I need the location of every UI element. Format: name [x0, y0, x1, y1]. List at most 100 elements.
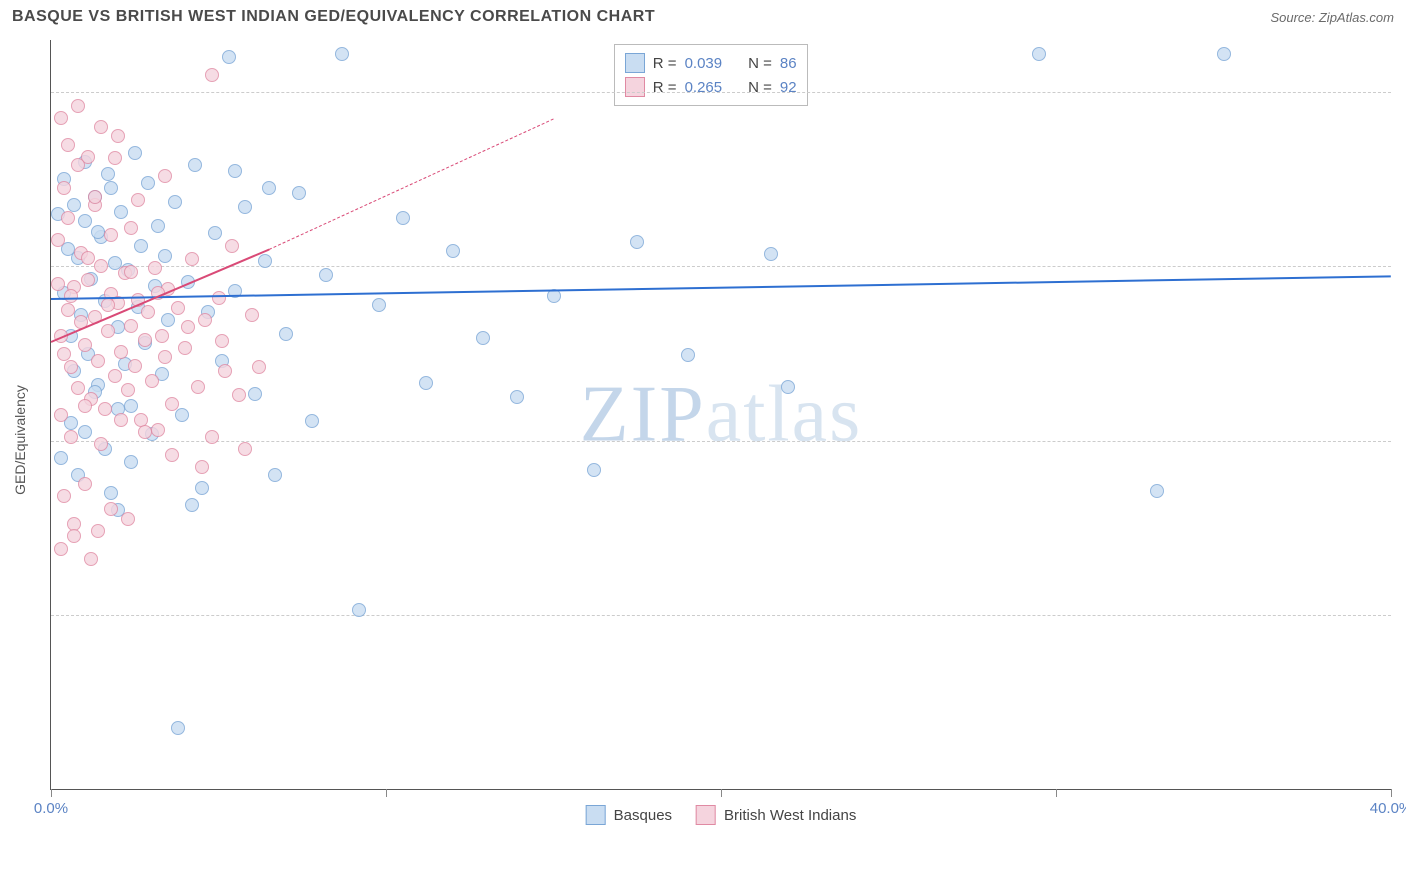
scatter-point [305, 414, 319, 428]
scatter-point [124, 399, 138, 413]
scatter-point [128, 359, 142, 373]
scatter-point [64, 360, 78, 374]
scatter-point [419, 376, 433, 390]
legend-item: British West Indians [696, 805, 856, 825]
scatter-point [67, 529, 81, 543]
scatter-point [781, 380, 795, 394]
scatter-point [114, 205, 128, 219]
chart-title: BASQUE VS BRITISH WEST INDIAN GED/EQUIVA… [12, 8, 655, 26]
scatter-point [268, 468, 282, 482]
stats-row: R =0.039N =86 [625, 51, 797, 75]
scatter-point [94, 120, 108, 134]
scatter-point [108, 369, 122, 383]
scatter-point [145, 374, 159, 388]
scatter-point [101, 298, 115, 312]
scatter-point [372, 298, 386, 312]
scatter-point [111, 129, 125, 143]
scatter-point [91, 225, 105, 239]
scatter-point [88, 190, 102, 204]
stats-row: R =0.265N =92 [625, 75, 797, 99]
x-tick [386, 789, 387, 797]
scatter-point [168, 195, 182, 209]
x-tick [1391, 789, 1392, 797]
scatter-point [205, 430, 219, 444]
swatch [586, 805, 606, 825]
scatter-point [81, 251, 95, 265]
scatter-point [71, 99, 85, 113]
scatter-point [91, 524, 105, 538]
swatch [696, 805, 716, 825]
scatter-point [101, 167, 115, 181]
scatter-point [155, 329, 169, 343]
scatter-point [114, 413, 128, 427]
scatter-point [161, 313, 175, 327]
scatter-point [108, 151, 122, 165]
swatch [625, 53, 645, 73]
scatter-point [124, 455, 138, 469]
scatter-point [228, 164, 242, 178]
scatter-point [138, 425, 152, 439]
scatter-point [54, 408, 68, 422]
scatter-point [98, 402, 112, 416]
scatter-point [188, 158, 202, 172]
scatter-point [104, 181, 118, 195]
scatter-point [252, 360, 266, 374]
scatter-point [134, 239, 148, 253]
scatter-point [94, 259, 108, 273]
scatter-point [165, 397, 179, 411]
x-tick-label: 40.0% [1370, 800, 1406, 817]
scatter-point [225, 239, 239, 253]
scatter-point [171, 721, 185, 735]
scatter-point [94, 437, 108, 451]
scatter-point [764, 247, 778, 261]
watermark: ZIPatlas [580, 369, 863, 460]
scatter-point [57, 489, 71, 503]
scatter-point [78, 338, 92, 352]
stats-legend: R =0.039N =86R =0.265N =92 [614, 44, 808, 106]
x-tick [721, 789, 722, 797]
scatter-point [51, 233, 65, 247]
scatter-point [248, 387, 262, 401]
scatter-point [54, 451, 68, 465]
series-legend: BasquesBritish West Indians [586, 805, 857, 825]
scatter-point [78, 425, 92, 439]
scatter-point [78, 477, 92, 491]
scatter-point [178, 341, 192, 355]
scatter-point [195, 481, 209, 495]
scatter-point [279, 327, 293, 341]
scatter-point [158, 249, 172, 263]
scatter-point [352, 603, 366, 617]
scatter-point [71, 158, 85, 172]
scatter-point [171, 301, 185, 315]
scatter-point [476, 331, 490, 345]
scatter-point [57, 181, 71, 195]
trend-line [51, 275, 1391, 300]
x-tick [51, 789, 52, 797]
plot-area: ZIPatlas R =0.039N =86R =0.265N =92 Basq… [50, 40, 1391, 790]
scatter-point [71, 381, 85, 395]
source-label: Source: ZipAtlas.com [1270, 10, 1394, 25]
scatter-point [78, 214, 92, 228]
scatter-point [1032, 47, 1046, 61]
gridline-h [51, 92, 1391, 93]
scatter-point [151, 219, 165, 233]
scatter-point [587, 463, 601, 477]
scatter-point [124, 319, 138, 333]
scatter-point [64, 289, 78, 303]
gridline-h [51, 615, 1391, 616]
scatter-point [141, 305, 155, 319]
scatter-point [61, 138, 75, 152]
scatter-point [84, 552, 98, 566]
scatter-point [54, 542, 68, 556]
scatter-point [1217, 47, 1231, 61]
scatter-point [104, 486, 118, 500]
trend-line [269, 118, 554, 250]
scatter-point [121, 383, 135, 397]
gridline-h [51, 441, 1391, 442]
scatter-point [57, 347, 71, 361]
scatter-point [124, 221, 138, 235]
scatter-point [215, 334, 229, 348]
scatter-point [141, 176, 155, 190]
scatter-point [319, 268, 333, 282]
scatter-point [630, 235, 644, 249]
